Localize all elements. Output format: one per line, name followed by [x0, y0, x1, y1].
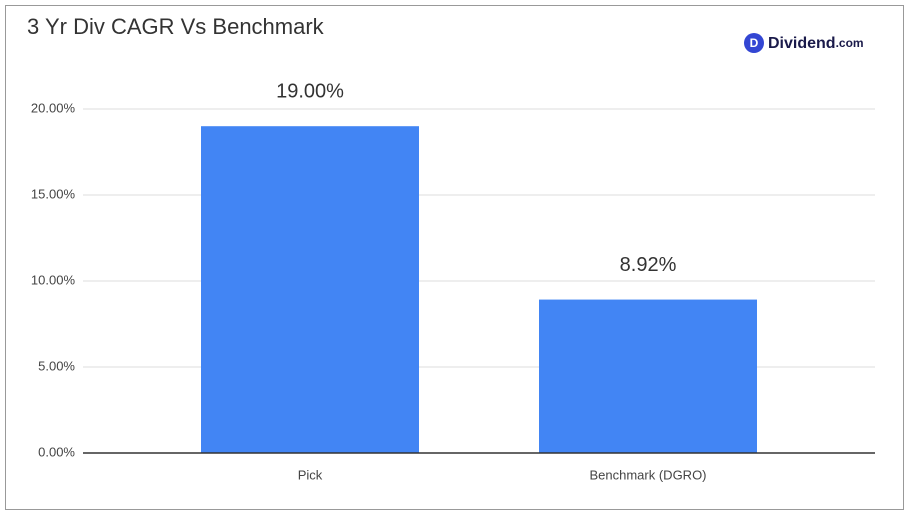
logo-circle	[744, 33, 764, 53]
bar	[201, 126, 419, 453]
y-tick-label: 20.00%	[31, 100, 76, 115]
value-label: 19.00%	[276, 80, 344, 102]
logo-name-text: Dividend	[768, 35, 836, 52]
y-tick-label: 10.00%	[31, 272, 76, 287]
bar	[539, 299, 757, 453]
x-tick-label: Pick	[298, 467, 323, 482]
y-tick-label: 0.00%	[38, 444, 75, 459]
value-label: 8.92%	[620, 254, 677, 276]
chart-title: 3 Yr Div CAGR Vs Benchmark	[27, 14, 325, 39]
y-tick-label: 15.00%	[31, 186, 76, 201]
logo: D Dividend.com	[744, 33, 864, 53]
y-tick-label: 5.00%	[38, 358, 75, 373]
logo-name: Dividend.com	[768, 35, 864, 52]
logo-icon: D	[750, 36, 759, 50]
x-tick-label: Benchmark (DGRO)	[589, 467, 706, 482]
logo-suffix: .com	[836, 36, 864, 50]
frame	[5, 5, 904, 510]
